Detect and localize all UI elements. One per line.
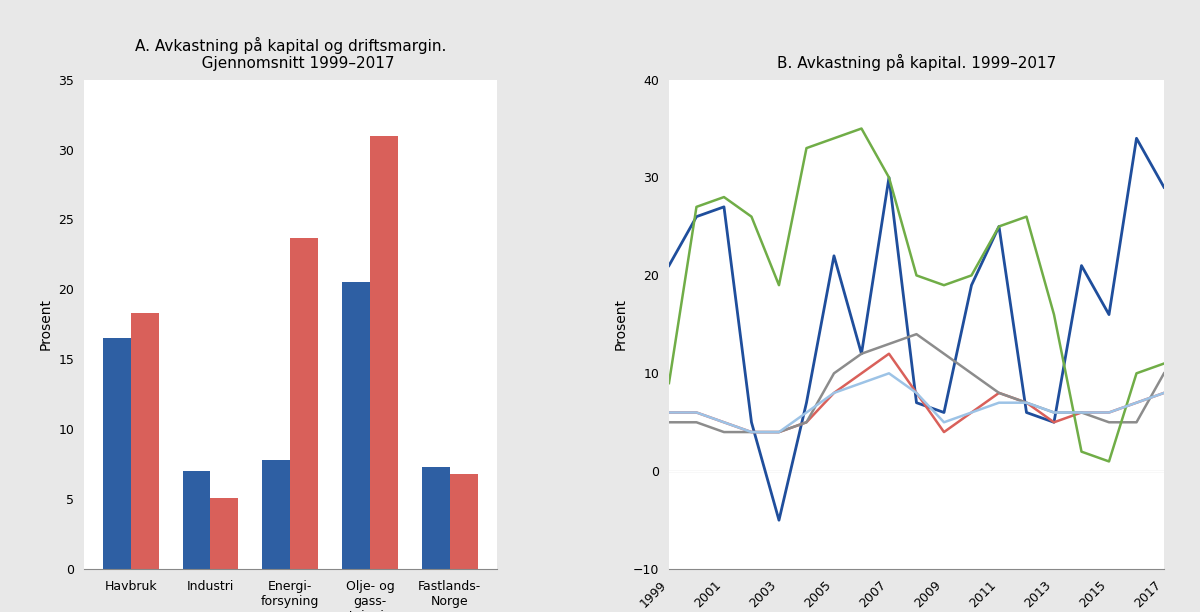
Bar (182, 471, 210, 569)
Bar (290, 237, 318, 569)
Title: A. Avkastning på kapital og driftsmargin.
   Gjennomsnitt 1999–2017: A. Avkastning på kapital og driftsmargin… (134, 37, 446, 72)
Bar (422, 467, 450, 569)
Bar (263, 460, 290, 569)
Bar (450, 474, 478, 569)
Bar (342, 282, 370, 569)
Y-axis label: Prosent: Prosent (38, 299, 53, 350)
Bar (370, 135, 398, 569)
Bar (103, 338, 131, 569)
Y-axis label: Prosent: Prosent (613, 299, 628, 350)
Bar (131, 313, 158, 569)
Title: B. Avkastning på kapital. 1999–2017: B. Avkastning på kapital. 1999–2017 (776, 54, 1056, 72)
Bar (210, 498, 239, 569)
